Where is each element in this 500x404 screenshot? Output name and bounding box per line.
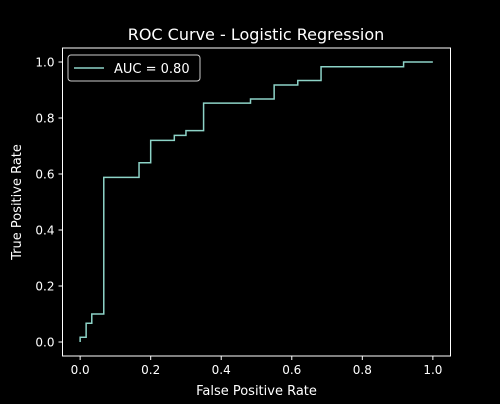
roc-curve-line [79, 61, 433, 342]
x-tick-label: 1.0 [423, 363, 442, 377]
y-axis-label: True Positive Rate [10, 144, 25, 261]
x-tick-label: 0.6 [282, 363, 301, 377]
chart-title: ROC Curve - Logistic Regression [128, 25, 385, 44]
series-layer [79, 61, 433, 342]
y-tick-label: 0.4 [35, 224, 54, 238]
plot-frame [62, 47, 451, 357]
x-tick-label: 0.0 [71, 363, 90, 377]
x-axis-label: False Positive Rate [196, 384, 317, 399]
y-tick-label: 0.6 [35, 168, 54, 182]
y-tick-label: 0.0 [35, 336, 54, 350]
y-tick-label: 0.2 [35, 280, 54, 294]
x-tick-label: 0.4 [212, 363, 231, 377]
legend: AUC = 0.80 [67, 54, 201, 82]
legend-box [67, 54, 201, 82]
y-axis-ticks: 0.0 0.2 0.4 0.6 0.8 1.0 [35, 56, 63, 350]
y-tick-label: 1.0 [35, 56, 54, 70]
x-tick-label: 0.8 [353, 363, 372, 377]
x-tick-label: 0.2 [141, 363, 160, 377]
x-axis-ticks: 0.0 0.2 0.4 0.6 0.8 1.0 [71, 356, 442, 377]
legend-label: AUC = 0.80 [114, 62, 190, 77]
y-tick-label: 0.8 [35, 112, 54, 126]
